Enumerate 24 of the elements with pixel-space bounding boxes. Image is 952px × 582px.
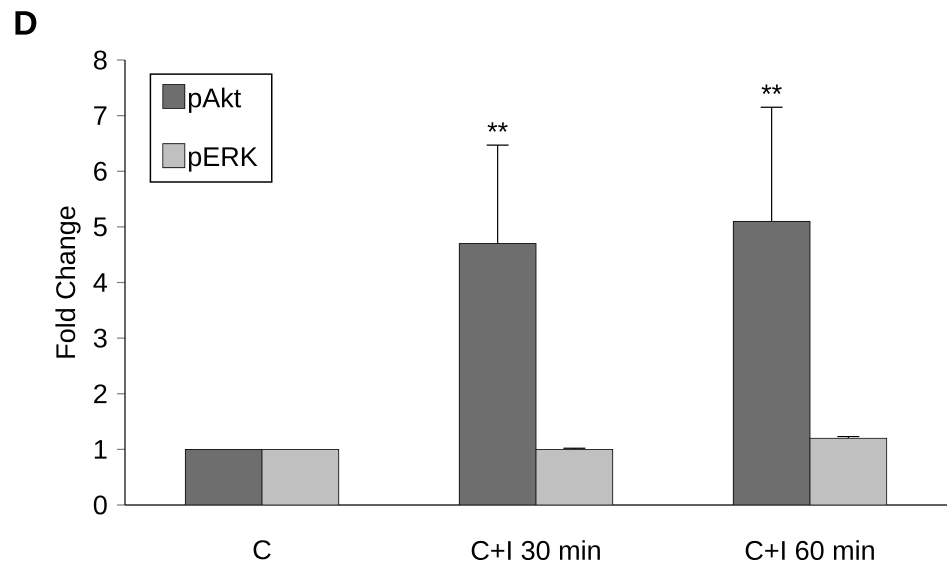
bar — [810, 438, 888, 505]
y-tick-label: 6 — [94, 162, 107, 181]
bar — [458, 243, 536, 505]
legend-label: pERK — [188, 147, 258, 172]
x-tick-label: C+I 60 min — [746, 540, 874, 560]
y-tick-label: 0 — [94, 495, 107, 515]
y-tick-label: 2 — [94, 384, 106, 404]
x-tick-label: C — [254, 540, 271, 560]
y-axis-title: Fold Change — [55, 206, 81, 358]
annotation: ** — [488, 122, 508, 132]
y-tick-label: 5 — [94, 217, 107, 236]
annotation: ** — [762, 84, 782, 94]
bar — [262, 448, 340, 505]
text: D — [15, 11, 36, 35]
bar — [536, 448, 614, 505]
bar — [184, 448, 262, 505]
x-tick-label: C+I 30 min — [472, 540, 600, 560]
legend-label: pAkt — [188, 88, 242, 113]
y-tick-label: 3 — [94, 328, 107, 348]
y-tick-label: 7 — [94, 106, 106, 125]
bar — [732, 220, 810, 505]
y-tick-label: 4 — [93, 273, 108, 292]
y-tick-label: 8 — [94, 50, 107, 70]
y-tick-label: 1 — [94, 440, 106, 459]
